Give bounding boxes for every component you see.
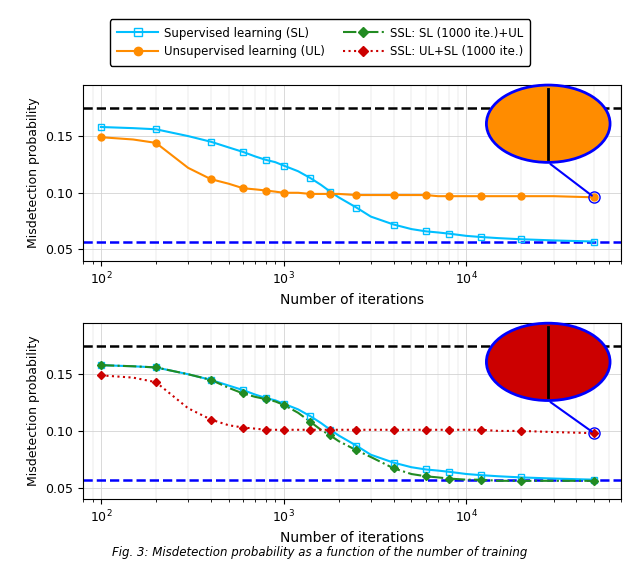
X-axis label: Number of iterations: Number of iterations	[280, 531, 424, 545]
Y-axis label: Misdetection probability: Misdetection probability	[27, 98, 40, 248]
Text: Fig. 3: Misdetection probability as a function of the number of training: Fig. 3: Misdetection probability as a fu…	[112, 545, 528, 558]
X-axis label: Number of iterations: Number of iterations	[280, 293, 424, 307]
Legend: Supervised learning (SL), Unsupervised learning (UL), SSL: SL (1000 ite.)+UL, SS: Supervised learning (SL), Unsupervised l…	[110, 19, 530, 66]
Ellipse shape	[486, 323, 610, 400]
Y-axis label: Misdetection probability: Misdetection probability	[27, 336, 40, 486]
Ellipse shape	[486, 85, 610, 162]
